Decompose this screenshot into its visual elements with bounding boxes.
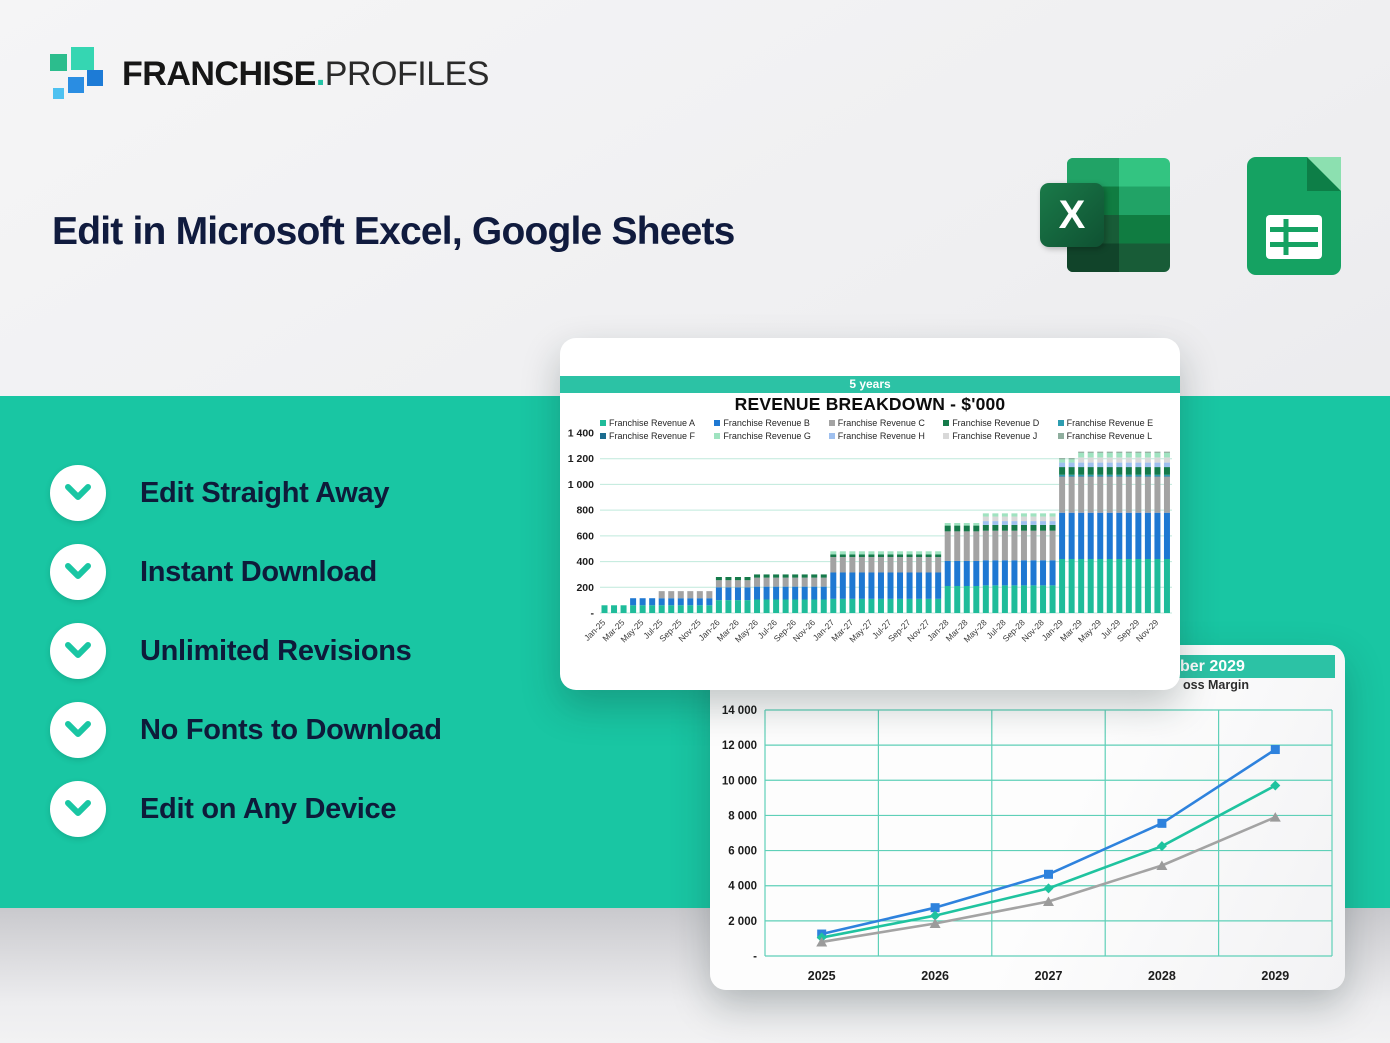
legend-item: Franchise Revenue L — [1057, 431, 1172, 441]
checklist-item-label: Instant Download — [140, 555, 377, 588]
legend-label: Franchise Revenue H — [837, 431, 925, 441]
legend-item: Franchise Revenue G — [714, 431, 828, 441]
svg-text:2025: 2025 — [808, 969, 836, 983]
logo-mark-icon — [46, 43, 110, 105]
legend-swatch-icon — [600, 420, 606, 426]
legend-item: Franchise Revenue J — [943, 431, 1057, 441]
svg-text:8 000: 8 000 — [728, 810, 757, 822]
google-sheets-icon — [1247, 157, 1341, 275]
legend-swatch-icon — [828, 433, 835, 439]
legend-label: Franchise Revenue A — [609, 418, 696, 428]
legend-label: Franchise Revenue B — [723, 418, 810, 428]
line-chart-card: ber 2029 oss Margin - 2 000 4 000 6 000 8 00… — [710, 645, 1345, 990]
checklist-item: Edit Straight Away — [50, 465, 442, 521]
logo-square-green — [50, 54, 67, 71]
logo-text-light: PROFILES — [324, 54, 490, 93]
line-chart-legend-text: oss Margin — [1183, 678, 1249, 692]
svg-text:2028: 2028 — [1148, 969, 1176, 983]
legend-swatch-icon — [714, 433, 721, 439]
logo-square-lightblue — [53, 88, 64, 99]
checklist-item: Instant Download — [50, 544, 442, 600]
legend-item: Franchise Revenue A — [600, 418, 714, 428]
legend-label: Franchise Revenue J — [952, 431, 1038, 441]
svg-text:2 000: 2 000 — [728, 916, 757, 928]
checklist-item: Unlimited Revisions — [50, 623, 442, 679]
line-chart: - 2 000 4 000 6 000 8 000 10 000 12 000 14 000 2… — [722, 705, 1333, 983]
svg-text:14 000: 14 000 — [722, 705, 757, 717]
legend-label: Franchise Revenue F — [609, 431, 696, 441]
svg-text:2029: 2029 — [1261, 969, 1289, 983]
svg-text:-: - — [753, 951, 757, 963]
legend-label: Franchise Revenue E — [1066, 418, 1154, 428]
logo-text: FRANCHISE.PROFILES — [122, 55, 489, 94]
svg-text:12 000: 12 000 — [722, 740, 757, 752]
svg-text:600: 600 — [576, 530, 594, 542]
chevron-down-icon — [50, 702, 106, 758]
logo-square-blue-mid — [68, 77, 84, 93]
legend-item: Franchise Revenue E — [1057, 418, 1172, 428]
legend-label: Franchise Revenue D — [952, 418, 1040, 428]
legend-swatch-icon — [943, 420, 950, 426]
chevron-down-icon — [50, 465, 106, 521]
legend-item: Franchise Revenue H — [828, 431, 943, 441]
bar-chart-tab: 5 years — [560, 376, 1180, 393]
logo-text-dot: . — [315, 54, 325, 93]
legend-item: Franchise Revenue B — [714, 418, 828, 428]
legend-label: Franchise Revenue C — [837, 418, 925, 428]
legend-swatch-icon — [600, 433, 606, 439]
logo-text-bold: FRANCHISE — [122, 54, 316, 93]
legend-label: Franchise Revenue L — [1066, 431, 1153, 441]
page-title: Edit in Microsoft Excel, Google Sheets — [52, 210, 735, 253]
bar-chart-title: REVENUE BREAKDOWN - $'000 — [734, 394, 1006, 414]
svg-text:1 200: 1 200 — [568, 453, 594, 465]
svg-text:1 000: 1 000 — [568, 479, 594, 491]
svg-text:6 000: 6 000 — [728, 846, 757, 858]
svg-text:800: 800 — [576, 505, 594, 517]
checklist-item-label: Edit on Any Device — [140, 792, 397, 825]
microsoft-excel-icon: X — [1040, 155, 1172, 275]
logo-square-blue-right — [87, 70, 103, 86]
checklist-item: Edit on Any Device — [50, 781, 442, 837]
legend-item: Franchise Revenue D — [943, 418, 1057, 428]
legend-label: Franchise Revenue G — [723, 431, 811, 441]
svg-text:2027: 2027 — [1035, 969, 1063, 983]
logo-square-teal — [71, 47, 94, 70]
svg-text:-: - — [591, 608, 595, 620]
chevron-down-icon — [50, 781, 106, 837]
svg-text:400: 400 — [576, 556, 594, 568]
checklist-item-label: Unlimited Revisions — [140, 634, 412, 667]
sheets-table-glyph — [1266, 215, 1322, 259]
legend-swatch-icon — [828, 420, 835, 426]
svg-text:4 000: 4 000 — [728, 881, 757, 893]
svg-text:2026: 2026 — [921, 969, 949, 983]
chevron-down-icon — [50, 623, 106, 679]
excel-x-letter: X — [1040, 183, 1104, 247]
line-chart-header-text: ber 2029 — [1180, 658, 1245, 675]
checklist-item: No Fonts to Download — [50, 702, 442, 758]
bar-chart-card: 5 years REVENUE BREAKDOWN - $'000 Franch… — [560, 338, 1180, 690]
brand-logo: FRANCHISE.PROFILES — [46, 43, 489, 105]
bar-chart-legend: Franchise Revenue A Franchise Revenue B Fr… — [600, 418, 1172, 441]
checklist-item-label: Edit Straight Away — [140, 476, 390, 509]
svg-text:200: 200 — [576, 582, 594, 594]
legend-item: Franchise Revenue C — [828, 418, 943, 428]
svg-text:1 400: 1 400 — [568, 428, 594, 440]
svg-text:10 000: 10 000 — [722, 775, 757, 787]
legend-swatch-icon — [714, 420, 721, 426]
legend-item: Franchise Revenue F — [600, 431, 714, 441]
legend-swatch-icon — [1057, 433, 1064, 439]
feature-checklist: Edit Straight Away Instant Download Unlimi… — [50, 465, 442, 860]
legend-swatch-icon — [943, 433, 950, 439]
legend-swatch-icon — [1057, 420, 1064, 426]
checklist-item-label: No Fonts to Download — [140, 713, 442, 746]
chevron-down-icon — [50, 544, 106, 600]
